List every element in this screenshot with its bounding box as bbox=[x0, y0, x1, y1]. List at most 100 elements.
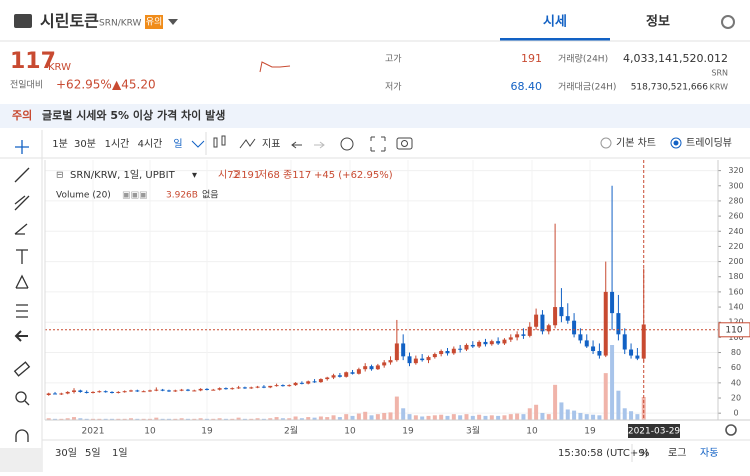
legend-arrow[interactable]: ▾ bbox=[192, 170, 197, 181]
volume-bar bbox=[128, 418, 133, 420]
candle-body bbox=[110, 391, 114, 393]
candle-body bbox=[173, 390, 178, 392]
volume-icons[interactable]: ▣▣▣ bbox=[122, 191, 148, 201]
volume-bar bbox=[559, 402, 564, 420]
range[interactable]: 30일 bbox=[55, 447, 77, 459]
candle-body bbox=[578, 334, 583, 341]
tool-footer bbox=[0, 448, 42, 472]
volume-bar bbox=[350, 415, 355, 420]
candle-body bbox=[198, 388, 203, 391]
interval[interactable]: 30분 bbox=[74, 138, 96, 150]
volume-bar bbox=[578, 412, 583, 420]
candle-body bbox=[261, 386, 266, 388]
stat-label: 고가 bbox=[385, 54, 402, 65]
volume-bar bbox=[84, 418, 89, 420]
y-tick-label: 40 bbox=[731, 378, 741, 387]
volume-bar bbox=[147, 418, 152, 420]
volume-bar bbox=[464, 414, 469, 420]
volume-bar bbox=[318, 416, 323, 420]
candle-body bbox=[72, 390, 77, 392]
candle-body bbox=[591, 346, 596, 352]
volume-bar bbox=[255, 418, 260, 420]
y-tick-label: 60 bbox=[731, 363, 741, 372]
radio[interactable] bbox=[600, 137, 612, 149]
volume-bar bbox=[420, 416, 425, 420]
candle-body bbox=[534, 314, 539, 327]
candle-body bbox=[477, 341, 482, 347]
volume-bar bbox=[477, 414, 482, 420]
candle-body bbox=[439, 351, 444, 355]
candle-body bbox=[268, 385, 273, 388]
interval-arrow[interactable] bbox=[191, 140, 205, 148]
interval[interactable]: 일 bbox=[173, 138, 182, 150]
volume-bar bbox=[344, 414, 349, 420]
volume-bar bbox=[78, 418, 83, 420]
candle-body bbox=[344, 372, 349, 377]
volume-bar bbox=[261, 418, 266, 420]
volume-bar bbox=[483, 415, 488, 420]
volume-legend: Volume (20) bbox=[56, 191, 111, 201]
volume-bar bbox=[293, 416, 298, 420]
candle-body bbox=[540, 314, 545, 332]
volume-bar bbox=[166, 418, 171, 420]
interval[interactable]: 1시간 bbox=[105, 138, 130, 150]
candle-body bbox=[223, 388, 228, 390]
range[interactable]: 1일 bbox=[112, 447, 128, 459]
coin-logo bbox=[14, 14, 32, 28]
candle-body bbox=[458, 348, 463, 350]
candle-body bbox=[635, 355, 640, 359]
volume-bar bbox=[154, 417, 159, 420]
volume-bar bbox=[46, 418, 51, 420]
mode[interactable]: 트레이딩뷰 bbox=[686, 137, 732, 149]
notice-bar bbox=[0, 104, 750, 128]
candle-body bbox=[496, 341, 501, 344]
legend-collapse[interactable]: ⊟ bbox=[56, 171, 64, 181]
crosshair-date: 2021-03-29 bbox=[628, 427, 681, 437]
candle-body bbox=[508, 337, 513, 340]
volume-bar bbox=[223, 418, 228, 420]
radio-dot bbox=[673, 140, 679, 146]
range[interactable]: 5일 bbox=[85, 447, 101, 459]
change-abs: ▲45.20 bbox=[112, 78, 156, 92]
candle-body bbox=[299, 382, 304, 384]
volume-bar bbox=[211, 418, 216, 420]
volume-bar bbox=[97, 418, 102, 420]
interval[interactable]: 4시간 bbox=[138, 138, 163, 150]
candle-body bbox=[325, 377, 330, 380]
volume-bar bbox=[363, 411, 368, 420]
drawing-tools bbox=[13, 140, 31, 442]
volume-bar bbox=[553, 384, 558, 420]
candle-body bbox=[584, 340, 589, 347]
y-tick-label: 260 bbox=[728, 212, 743, 221]
mode[interactable]: 기본 차트 bbox=[616, 137, 656, 149]
y-tick-label: 160 bbox=[728, 287, 743, 296]
option[interactable]: 로그 bbox=[668, 448, 686, 459]
tab[interactable]: 정보 bbox=[646, 14, 670, 30]
candle-body bbox=[97, 391, 102, 393]
pair: SRN/KRW bbox=[99, 19, 142, 29]
axis-settings[interactable] bbox=[725, 424, 737, 436]
tab[interactable]: 시세 bbox=[543, 15, 567, 30]
candle-body bbox=[287, 385, 292, 387]
candle-body bbox=[337, 375, 342, 377]
volume-bar bbox=[603, 373, 608, 420]
indicator-button[interactable]: 지표 bbox=[262, 138, 280, 150]
y-tick-label: 100 bbox=[728, 333, 743, 342]
candle-body bbox=[603, 291, 608, 356]
last-price-bg bbox=[718, 322, 750, 338]
volume-bar bbox=[268, 418, 273, 420]
interval[interactable]: 1분 bbox=[52, 138, 68, 150]
badge: 유의 bbox=[146, 17, 163, 28]
candle-body bbox=[451, 348, 456, 354]
option[interactable]: % bbox=[640, 448, 650, 459]
y-tick-label: 220 bbox=[728, 242, 743, 251]
candle-body bbox=[204, 388, 209, 390]
settings-icon[interactable] bbox=[721, 15, 735, 29]
stat-value: 4,033,141,520.012 bbox=[623, 52, 728, 65]
option[interactable]: 자동 bbox=[700, 447, 718, 459]
x-tick-label: 10 bbox=[526, 427, 538, 437]
candle-body bbox=[350, 372, 355, 374]
volume-bar bbox=[198, 418, 203, 420]
dropdown-arrow[interactable] bbox=[168, 19, 178, 25]
radio[interactable] bbox=[670, 137, 682, 149]
